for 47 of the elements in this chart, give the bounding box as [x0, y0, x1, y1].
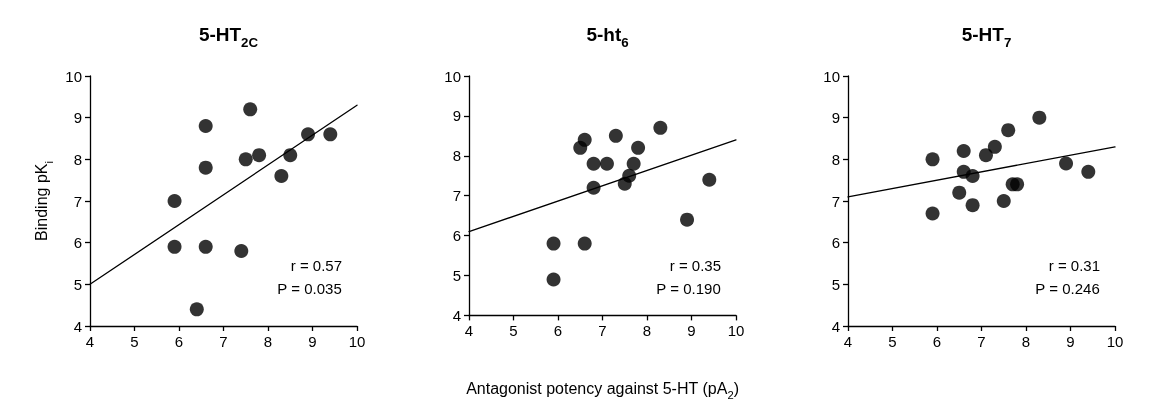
y-tick-label: 6 — [73, 234, 82, 252]
x-tick-label: 4 — [843, 333, 853, 350]
x-tick-label: 7 — [219, 333, 228, 350]
x-tick-label: 10 — [727, 322, 745, 340]
y-tick-label: 5 — [73, 275, 82, 293]
y-tick-label: 7 — [452, 187, 461, 205]
y-tick-label: 4 — [452, 306, 461, 324]
annotation: r = 0.31 — [1048, 257, 1101, 274]
x-tick-label: 5 — [888, 333, 897, 350]
x-tick-label: 5 — [509, 322, 518, 340]
x-tick-label: 9 — [687, 322, 696, 340]
y-tick-label: 5 — [452, 267, 461, 284]
annotation: r = 0.35 — [669, 257, 722, 274]
y-tick-label: 6 — [831, 234, 840, 252]
y-tick-label: 10 — [444, 67, 461, 85]
annotation: P = 0.190 — [656, 280, 721, 297]
x-tick-label: 9 — [308, 333, 317, 350]
y-tick-label: 9 — [831, 109, 840, 127]
x-tick-label: 6 — [174, 333, 184, 350]
y-tick-label: 5 — [831, 275, 840, 293]
y-tick-label: 9 — [452, 107, 461, 125]
x-tick-label: 8 — [1021, 333, 1031, 350]
y-tick-label: 10 — [823, 67, 840, 85]
x-tick-label: 6 — [553, 322, 563, 340]
y-axis-title: Binding pKi — [33, 161, 55, 241]
y-tick-label: 10 — [65, 67, 82, 85]
annotation: P = 0.035 — [277, 280, 342, 297]
x-tick-label: 8 — [263, 333, 273, 350]
x-tick-label: 4 — [464, 322, 474, 340]
annotation: r = 0.57 — [290, 257, 343, 274]
x-tick-label: 4 — [85, 333, 95, 350]
x-tick-label: 7 — [598, 322, 607, 340]
x-tick-label: 7 — [977, 333, 986, 350]
x-tick-label: 8 — [642, 322, 652, 340]
x-tick-label: 10 — [1106, 333, 1124, 350]
x-tick-label: 6 — [932, 333, 942, 350]
x-tick-label: 5 — [130, 333, 139, 350]
annotation: P = 0.246 — [1035, 280, 1100, 297]
y-tick-label: 7 — [73, 192, 82, 210]
y-tick-label: 8 — [831, 150, 840, 168]
y-tick-label: 6 — [452, 227, 461, 245]
y-tick-label: 8 — [73, 150, 82, 168]
y-tick-label: 8 — [452, 147, 461, 165]
x-tick-label: 9 — [1066, 333, 1075, 350]
y-tick-label: 7 — [831, 192, 840, 210]
x-tick-label: 10 — [348, 333, 366, 350]
y-tick-label: 9 — [73, 109, 82, 127]
